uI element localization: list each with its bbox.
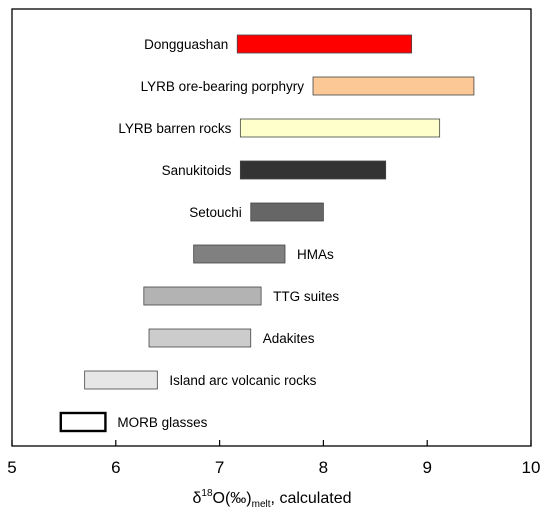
x-axis-label-sup: 18 bbox=[201, 488, 213, 499]
x-axis-label-suffix: , calculated bbox=[271, 490, 352, 507]
range-label: Adakites bbox=[263, 331, 315, 346]
range-labels: Dongguashan LYRB ore-bearing porphyry LYRB… bbox=[117, 37, 339, 430]
x-axis-tick-labels: 5 6 7 8 9 10 bbox=[7, 458, 540, 477]
range-bar bbox=[193, 244, 286, 264]
x-tick-label: 9 bbox=[422, 458, 431, 477]
range-label: Island arc volcanic rocks bbox=[169, 373, 316, 388]
x-tick-label: 6 bbox=[111, 458, 120, 477]
x-tick-label: 8 bbox=[319, 458, 328, 477]
range-bar bbox=[312, 76, 475, 96]
range-bar bbox=[84, 370, 158, 390]
range-bar bbox=[148, 328, 252, 348]
range-label: Setouchi bbox=[189, 205, 242, 220]
x-axis-label-main: O(‰) bbox=[213, 490, 252, 507]
x-tick-label: 7 bbox=[215, 458, 224, 477]
x-axis-label-sub: melt bbox=[252, 499, 271, 510]
range-bar bbox=[59, 411, 107, 433]
x-tick-label: 5 bbox=[7, 458, 16, 477]
range-label: Dongguashan bbox=[144, 37, 228, 52]
x-axis-label: δ18O(‰)melt, calculated bbox=[193, 488, 352, 510]
range-bar bbox=[239, 160, 387, 180]
x-tick-label: 10 bbox=[522, 458, 541, 477]
range-bar bbox=[143, 286, 262, 306]
range-label: TTG suites bbox=[273, 289, 339, 304]
range-bars bbox=[59, 34, 475, 433]
range-label: MORB glasses bbox=[117, 415, 207, 430]
range-label: LYRB ore-bearing porphyry bbox=[141, 79, 305, 94]
range-label: Sanukitoids bbox=[162, 163, 232, 178]
range-bar bbox=[239, 118, 441, 138]
x-axis-label-prefix: δ bbox=[193, 490, 202, 507]
range-bar bbox=[250, 202, 324, 222]
plot-frame bbox=[11, 8, 532, 447]
x-axis-ticks bbox=[11, 440, 532, 446]
range-label: HMAs bbox=[297, 247, 334, 262]
range-bar bbox=[236, 34, 413, 54]
range-label: LYRB barren rocks bbox=[118, 121, 231, 136]
